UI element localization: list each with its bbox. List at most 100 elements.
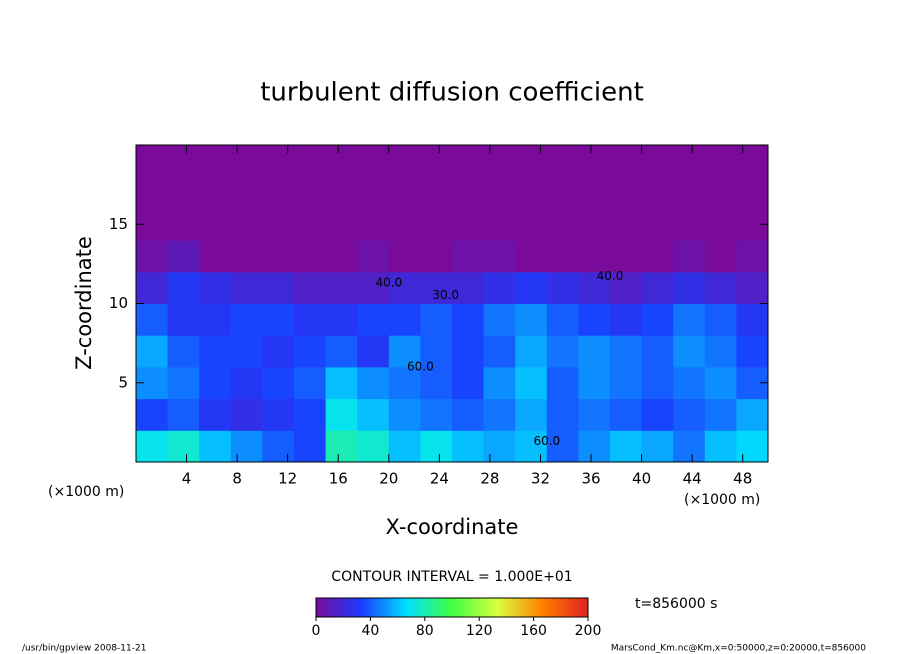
field-cell xyxy=(167,303,200,336)
field-cell xyxy=(325,430,358,463)
field-cell xyxy=(452,176,485,209)
x-tick-label: 4 xyxy=(182,470,192,488)
field-cell xyxy=(325,145,358,178)
field-cell xyxy=(452,271,485,304)
field-cell xyxy=(199,398,232,431)
x-tick-label: 24 xyxy=(430,470,449,488)
field-cell xyxy=(325,398,358,431)
field-cell xyxy=(673,366,706,400)
field-cell xyxy=(294,366,327,400)
field-cell xyxy=(452,208,485,241)
field-cell xyxy=(325,335,358,368)
x-tick-label: 36 xyxy=(581,470,600,488)
x-tick-label: 8 xyxy=(232,470,242,488)
colorbar-tick-label: 0 xyxy=(312,623,321,639)
field-cell xyxy=(610,145,643,178)
field-cell xyxy=(736,271,769,304)
field-cell xyxy=(641,398,674,431)
field-cell xyxy=(483,208,516,241)
field-cell xyxy=(452,303,485,336)
field-cell xyxy=(610,366,643,400)
field-cell xyxy=(230,208,263,241)
field-cell xyxy=(262,366,295,400)
field-cell xyxy=(546,398,579,431)
field-cell xyxy=(515,398,548,431)
field-cell xyxy=(578,335,611,368)
field-cell xyxy=(167,240,200,273)
field-cell xyxy=(199,335,232,368)
y-tick-label: 10 xyxy=(109,294,128,312)
field-cell xyxy=(230,366,263,400)
field-cell xyxy=(704,208,737,241)
field-cell xyxy=(230,430,263,463)
field-cell xyxy=(546,208,579,241)
field-cell xyxy=(736,240,769,273)
field-cell xyxy=(673,145,706,178)
y-unit: (×1000 m) xyxy=(48,484,124,500)
field-cell xyxy=(420,303,453,336)
field-cell xyxy=(325,240,358,273)
field-cell xyxy=(515,430,548,463)
field-cell xyxy=(167,398,200,431)
field-cell xyxy=(641,176,674,209)
field-cell xyxy=(546,145,579,178)
field-cell xyxy=(578,398,611,431)
field-cell xyxy=(483,176,516,209)
field-cell xyxy=(420,208,453,241)
x-axis-label: X-coordinate xyxy=(386,515,519,539)
field-cell xyxy=(167,208,200,241)
time-label: t=856000 s xyxy=(635,596,717,612)
field-cell xyxy=(230,240,263,273)
field-cell xyxy=(704,335,737,368)
field-cell xyxy=(388,176,421,209)
field-cell xyxy=(357,145,390,178)
field-cell xyxy=(673,240,706,273)
field-cell xyxy=(546,430,579,463)
field-cell xyxy=(610,430,643,463)
field-cell xyxy=(199,430,232,463)
field-cell xyxy=(641,430,674,463)
field-cell xyxy=(230,271,263,304)
field-cell xyxy=(641,145,674,178)
field-cell xyxy=(546,271,579,304)
field-cell xyxy=(388,430,421,463)
contour-interval: CONTOUR INTERVAL = 1.000E+01 xyxy=(331,569,572,585)
field-cell xyxy=(388,303,421,336)
field-cell xyxy=(294,271,327,304)
field-cell xyxy=(641,335,674,368)
field-cell xyxy=(262,430,295,463)
field-cell xyxy=(610,335,643,368)
x-tick-label: 28 xyxy=(480,470,499,488)
field-cell xyxy=(357,303,390,336)
field-cell xyxy=(515,176,548,209)
field-cell xyxy=(136,430,169,463)
field-cell xyxy=(325,366,358,400)
field-cell xyxy=(452,335,485,368)
field-cell xyxy=(262,303,295,336)
field-cell xyxy=(230,145,263,178)
field-cell xyxy=(167,430,200,463)
field-cell xyxy=(325,176,358,209)
field-cell xyxy=(388,208,421,241)
field-cell xyxy=(357,208,390,241)
field-cell xyxy=(610,208,643,241)
field-cell xyxy=(294,335,327,368)
field-cell xyxy=(136,335,169,368)
colorbar-tick-label: 160 xyxy=(520,623,547,639)
contour-label: 30.0 xyxy=(432,288,459,302)
field-cell xyxy=(610,176,643,209)
field-cell xyxy=(578,430,611,463)
x-unit: (×1000 m) xyxy=(684,492,760,508)
field-cell xyxy=(610,271,643,304)
field-cell xyxy=(736,176,769,209)
x-tick-label: 16 xyxy=(329,470,348,488)
field-cell xyxy=(704,240,737,273)
field-cell xyxy=(136,398,169,431)
field-cell xyxy=(294,176,327,209)
field-cell xyxy=(515,366,548,400)
field-cell xyxy=(578,176,611,209)
field-cell xyxy=(262,271,295,304)
field-cell xyxy=(641,303,674,336)
field-cell xyxy=(704,430,737,463)
